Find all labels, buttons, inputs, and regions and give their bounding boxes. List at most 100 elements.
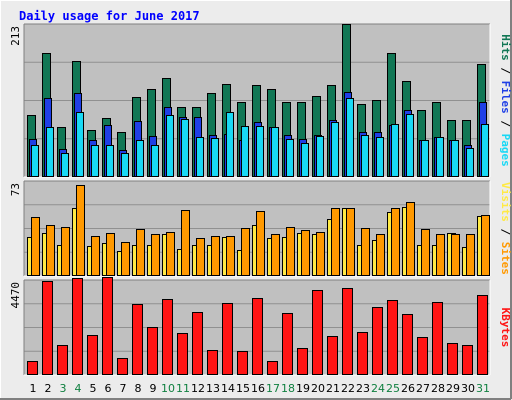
visits-legend: Visits / Sites xyxy=(499,182,512,275)
legend-kbytes-label: KBytes xyxy=(499,308,512,348)
visits-bar xyxy=(121,242,130,276)
pages-bar xyxy=(466,148,474,177)
kbytes-bar xyxy=(57,345,68,375)
legend-separator: / xyxy=(499,61,512,81)
kbytes-bar xyxy=(447,343,458,375)
kbytes-bar xyxy=(282,313,293,375)
kbytes-bar xyxy=(327,336,338,375)
visits-bar xyxy=(406,202,415,276)
pages-bar xyxy=(346,98,354,177)
pages-bar xyxy=(106,145,114,177)
chart-title: Daily usage for June 2017 xyxy=(19,9,200,23)
visits-bar xyxy=(211,236,220,276)
x-tick-label: 22 xyxy=(341,382,355,395)
legend-visits-label: Visits xyxy=(499,182,512,222)
legend-separator: / xyxy=(499,114,512,134)
kbytes-bar xyxy=(342,288,353,375)
pages-bar xyxy=(451,140,459,177)
pages-bar xyxy=(151,145,159,177)
pages-bar xyxy=(91,145,99,177)
x-tick-label: 12 xyxy=(191,382,205,395)
visits-bar xyxy=(271,234,280,276)
x-tick-label: 14 xyxy=(221,382,235,395)
pages-bar xyxy=(166,115,174,177)
x-tick-label: 16 xyxy=(251,382,265,395)
kbytes-bar xyxy=(132,304,143,375)
x-tick-label: 26 xyxy=(401,382,415,395)
x-tick-label: 31 xyxy=(476,382,490,395)
visits-bar xyxy=(136,229,145,276)
pages-bar xyxy=(316,136,324,177)
visits-bar xyxy=(31,217,40,276)
x-tick-label: 18 xyxy=(281,382,295,395)
visits-bar xyxy=(106,233,115,276)
x-axis-day-labels: 1 2 3 4 5 6 7 8 9 10 11 12 13 14 15 16 17 18 19 20 21 22 23 24 2… xyxy=(30,382,491,395)
visits-bar xyxy=(91,236,100,276)
kbytes-bar xyxy=(222,303,233,375)
x-tick-label: 23 xyxy=(356,382,370,395)
pages-bar xyxy=(136,140,144,177)
visits-bar xyxy=(391,208,400,276)
kbytes-bar xyxy=(252,298,263,375)
visits-bar xyxy=(46,225,55,276)
x-tick-label: 29 xyxy=(446,382,460,395)
visits-bar xyxy=(346,208,355,276)
pages-bar xyxy=(226,112,234,177)
legend-pages-label: Pages xyxy=(499,134,512,167)
kbytes-bar xyxy=(237,351,248,375)
visits-bar xyxy=(286,227,295,276)
pages-bar xyxy=(361,135,369,177)
visits-bar xyxy=(316,232,325,276)
kbytes-bar xyxy=(432,302,443,375)
x-tick-label: 28 xyxy=(431,382,445,395)
visits-bar xyxy=(256,211,265,276)
pages-bar xyxy=(406,114,414,177)
pages-bar xyxy=(256,126,264,177)
x-tick-label: 5 xyxy=(90,382,97,395)
x-tick-label: 13 xyxy=(206,382,220,395)
x-tick-label: 17 xyxy=(266,382,280,395)
x-tick-label: 30 xyxy=(461,382,475,395)
x-tick-label: 4 xyxy=(75,382,82,395)
x-tick-label: 3 xyxy=(60,382,67,395)
pages-bar xyxy=(211,138,219,177)
x-tick-label: 25 xyxy=(386,382,400,395)
visits-bar xyxy=(451,234,460,276)
visits-bar xyxy=(76,185,85,276)
pages-bar xyxy=(76,112,84,177)
x-tick-label: 1 xyxy=(30,382,37,395)
visits-bar xyxy=(466,234,475,276)
kbytes-bar xyxy=(117,358,128,375)
kbytes-bar xyxy=(192,312,203,375)
pages-bar xyxy=(301,143,309,177)
kbytes-bar xyxy=(267,361,278,375)
hits-legend: Hits / Files / Pages xyxy=(499,34,512,167)
kbytes-bar xyxy=(462,345,473,375)
visits-bar xyxy=(226,236,235,276)
pages-bar xyxy=(436,137,444,177)
visits-bar xyxy=(241,228,250,276)
x-tick-label: 19 xyxy=(296,382,310,395)
x-tick-label: 24 xyxy=(371,382,385,395)
visits-bar xyxy=(61,227,70,276)
x-tick-label: 15 xyxy=(236,382,250,395)
visits-bar xyxy=(361,228,370,276)
kbytes-bar xyxy=(297,348,308,375)
kbytes-bar xyxy=(477,295,488,375)
pages-bar xyxy=(61,153,69,177)
legend-separator: / xyxy=(499,222,512,242)
pages-bar xyxy=(271,127,279,177)
legend-hits-label: Hits xyxy=(499,34,512,61)
visits-bar xyxy=(151,234,160,276)
visits-bar xyxy=(331,208,340,276)
chart-panels: 213 Hits / Files / Pages 73 Visits / Sites 4… xyxy=(9,23,512,376)
kbytes-bar xyxy=(72,278,83,375)
visits-bar xyxy=(166,232,175,276)
visits-bar xyxy=(481,215,490,276)
kbytes-bar xyxy=(372,307,383,375)
kbytes-bar xyxy=(87,335,98,375)
visits-bar xyxy=(196,238,205,276)
kbytes-bar xyxy=(27,361,38,375)
kbytes-legend: KBytes xyxy=(499,308,512,348)
pages-bar xyxy=(391,124,399,177)
